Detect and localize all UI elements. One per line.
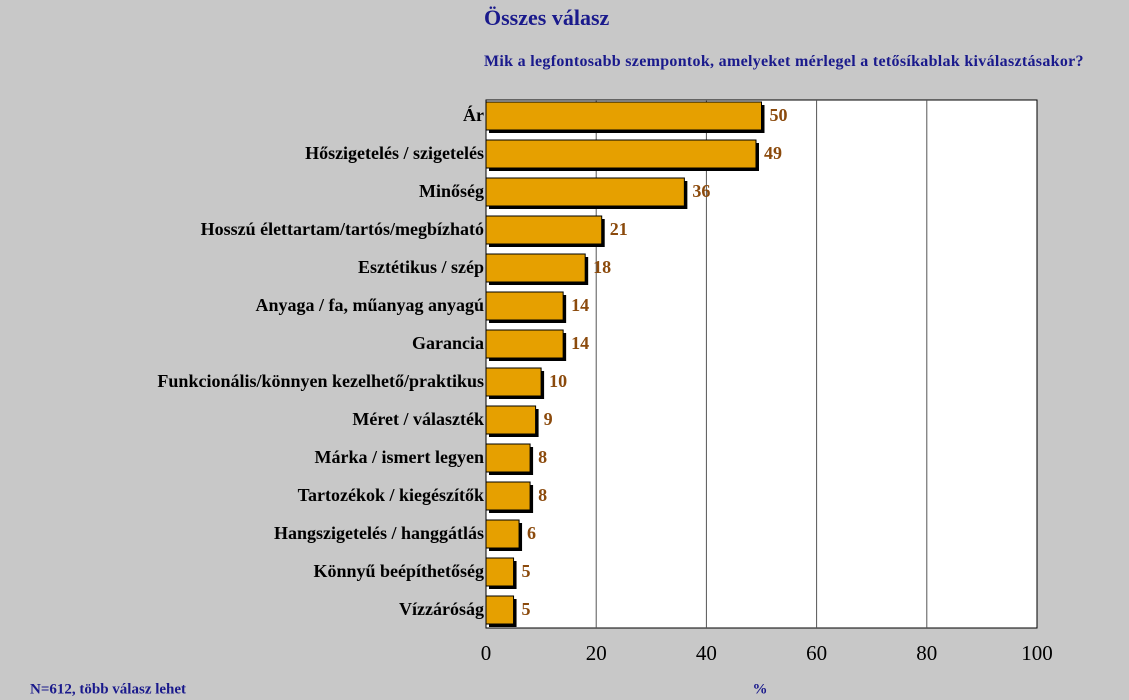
- bar: [485, 291, 564, 321]
- value-label: 8: [538, 447, 547, 467]
- note: N=612, több válasz lehet: [30, 681, 186, 697]
- y-tick-label: Könnyű beépíthetőség: [313, 561, 484, 581]
- bar: [485, 481, 531, 511]
- y-tick-label: Márka / ismert legyen: [315, 447, 484, 467]
- x-tick-label: 0: [481, 641, 492, 665]
- y-tick-label: Hosszú élettartam/tartós/megbízható: [201, 219, 484, 239]
- y-tick-label: Garancia: [412, 333, 484, 353]
- bar: [485, 519, 520, 549]
- value-label: 9: [544, 409, 553, 429]
- value-label: 14: [571, 333, 589, 353]
- value-label: 8: [538, 485, 547, 505]
- bar: [485, 253, 586, 283]
- subtitle: Mik a legfontosabb szempontok, amelyeket…: [484, 53, 1084, 70]
- bar: [485, 443, 531, 473]
- y-tick-label: Esztétikus / szép: [358, 257, 484, 277]
- bar: [485, 329, 564, 359]
- y-tick-label: Anyaga / fa, műanyag anyagú: [255, 295, 484, 315]
- bar: [485, 101, 762, 131]
- x-tick-label: 100: [1021, 641, 1053, 665]
- value-label: 5: [522, 561, 531, 581]
- bar: [485, 405, 537, 435]
- value-label: 36: [692, 181, 710, 201]
- x-tick-label: 80: [916, 641, 937, 665]
- y-tick-label: Hőszigetelés / szigetelés: [305, 143, 484, 163]
- chart-title: Összes válasz: [484, 5, 610, 30]
- value-label: 21: [610, 219, 628, 239]
- value-label: 50: [770, 105, 788, 125]
- y-tick-label: Tartozékok / kiegészítők: [298, 485, 484, 505]
- bar: [485, 557, 515, 587]
- value-label: 49: [764, 143, 782, 163]
- x-tick-label: 40: [696, 641, 717, 665]
- x-tick-label: 60: [806, 641, 827, 665]
- bar: [485, 177, 685, 207]
- bar: [485, 215, 603, 245]
- y-tick-label: Minőség: [419, 181, 484, 201]
- x-axis-label: %: [753, 681, 768, 697]
- value-label: 5: [522, 599, 531, 619]
- x-tick-label: 20: [586, 641, 607, 665]
- y-tick-label: Méret / választék: [352, 409, 484, 429]
- value-label: 10: [549, 371, 567, 391]
- value-label: 6: [527, 523, 536, 543]
- y-tick-label: Hangszigetelés / hanggátlás: [274, 523, 484, 543]
- bar: [485, 595, 515, 625]
- value-label: 14: [571, 295, 589, 315]
- bar: [485, 367, 542, 397]
- y-tick-label: Ár: [463, 104, 484, 125]
- bar: [485, 139, 757, 169]
- y-tick-label: Vízzáróság: [399, 599, 484, 619]
- y-tick-label: Funkcionális/könnyen kezelhető/praktikus: [157, 371, 484, 391]
- value-label: 18: [593, 257, 611, 277]
